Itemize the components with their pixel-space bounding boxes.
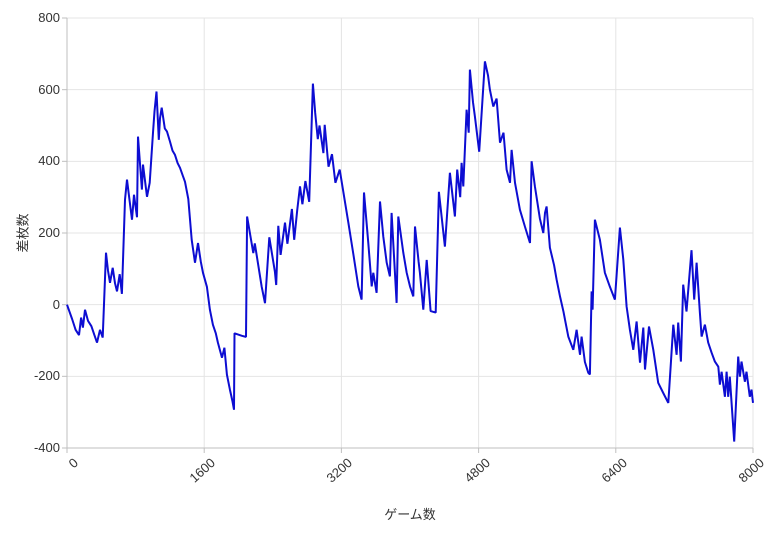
y-tick-label: 200	[38, 225, 60, 240]
y-tick-label: 0	[52, 296, 60, 312]
y-tick-label: 400	[38, 153, 60, 169]
y-tick-label: -400	[33, 440, 60, 455]
y-tick-label: -200	[33, 368, 60, 384]
x-axis-title: ゲーム数	[384, 507, 436, 522]
y-tick-label: 800	[38, 10, 60, 25]
line-series	[66, 61, 754, 442]
y-tick-label: 600	[38, 81, 60, 97]
